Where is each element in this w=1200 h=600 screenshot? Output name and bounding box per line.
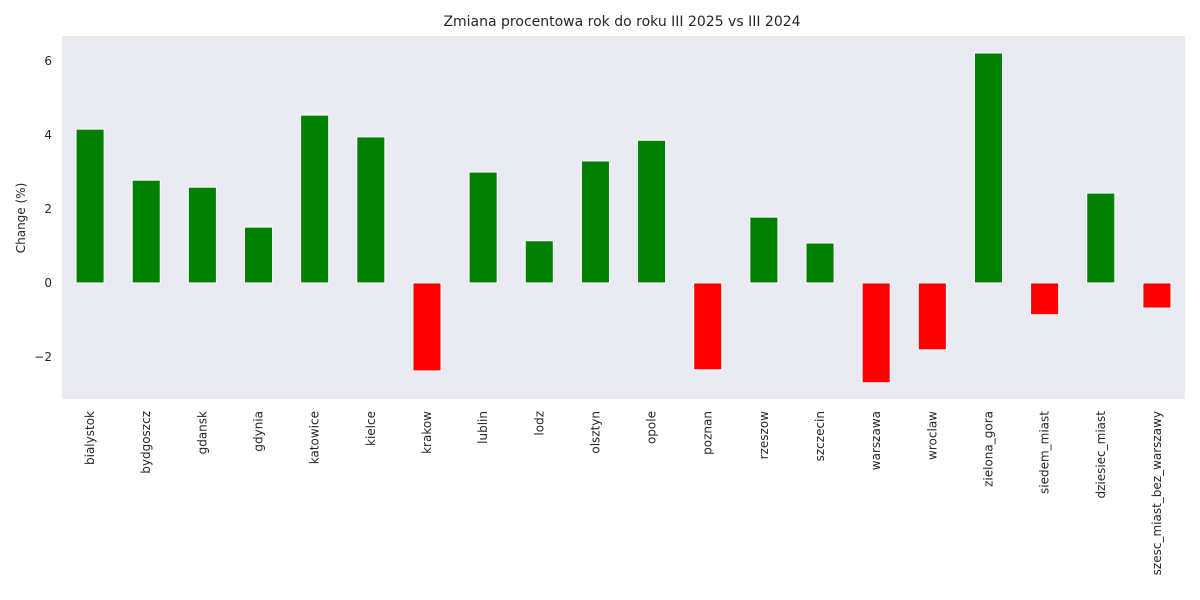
- bar-bialystok: [75, 128, 105, 284]
- x-tick-label: zielona_gora: [981, 411, 995, 487]
- x-tick-label: opole: [645, 411, 659, 444]
- x-tick-label: olsztyn: [588, 411, 602, 454]
- x-tick-label: siedem_miast: [1038, 411, 1052, 494]
- bar-krakow: [412, 282, 442, 372]
- bar-dziesiec_miast: [1086, 192, 1116, 284]
- x-tick-label: szesc_miast_bez_warszawy: [1150, 411, 1164, 575]
- x-tick-label: bydgoszcz: [139, 411, 153, 474]
- x-tick-label: bialystok: [83, 411, 97, 465]
- x-tick-label: rzeszow: [757, 411, 771, 460]
- y-axis-label: Change (%): [14, 183, 28, 254]
- x-tick-label: warszawa: [869, 411, 883, 470]
- plot-area: [62, 36, 1185, 399]
- x-tick-label: szczecin: [813, 411, 827, 461]
- x-tick-label: lodz: [532, 411, 546, 436]
- bar-opole: [637, 139, 667, 284]
- bar-bydgoszcz: [131, 179, 161, 284]
- bar-wroclaw: [917, 282, 947, 351]
- bar-gdansk: [187, 186, 217, 284]
- x-tick-label: katowice: [308, 411, 322, 464]
- bar-gdynia: [243, 226, 274, 284]
- x-tick-label: krakow: [420, 411, 434, 454]
- x-tick-label: poznan: [701, 411, 715, 455]
- y-tick-label: 0: [44, 276, 52, 290]
- y-tick-label: 2: [44, 202, 52, 216]
- bar-siedem_miast: [1030, 282, 1060, 316]
- y-tick-label: 4: [44, 128, 52, 142]
- x-tick-label: lublin: [476, 411, 490, 444]
- y-tick-label: 6: [44, 54, 52, 68]
- x-tick-label: kielce: [364, 411, 378, 446]
- bar-olsztyn: [580, 160, 610, 284]
- bar-warszawa: [861, 282, 891, 384]
- bar-poznan: [693, 282, 723, 371]
- x-tick-label: gdansk: [195, 411, 209, 454]
- bar-rzeszow: [749, 216, 779, 284]
- bar-kielce: [356, 136, 386, 284]
- chart-title: Zmiana procentowa rok do roku III 2025 v…: [443, 14, 800, 30]
- bar-katowice: [300, 114, 330, 284]
- y-tick-label: −2: [34, 350, 52, 364]
- bar-zielona_gora: [973, 52, 1004, 284]
- bar-lublin: [468, 171, 498, 284]
- x-tick-label: dziesiec_miast: [1094, 411, 1108, 499]
- bar-szczecin: [805, 242, 835, 284]
- bar-szesc_miast_bez_warszawy: [1142, 282, 1172, 309]
- x-tick-label: gdynia: [252, 411, 266, 452]
- x-tick-label: wroclaw: [925, 411, 939, 460]
- bar-lodz: [524, 240, 554, 284]
